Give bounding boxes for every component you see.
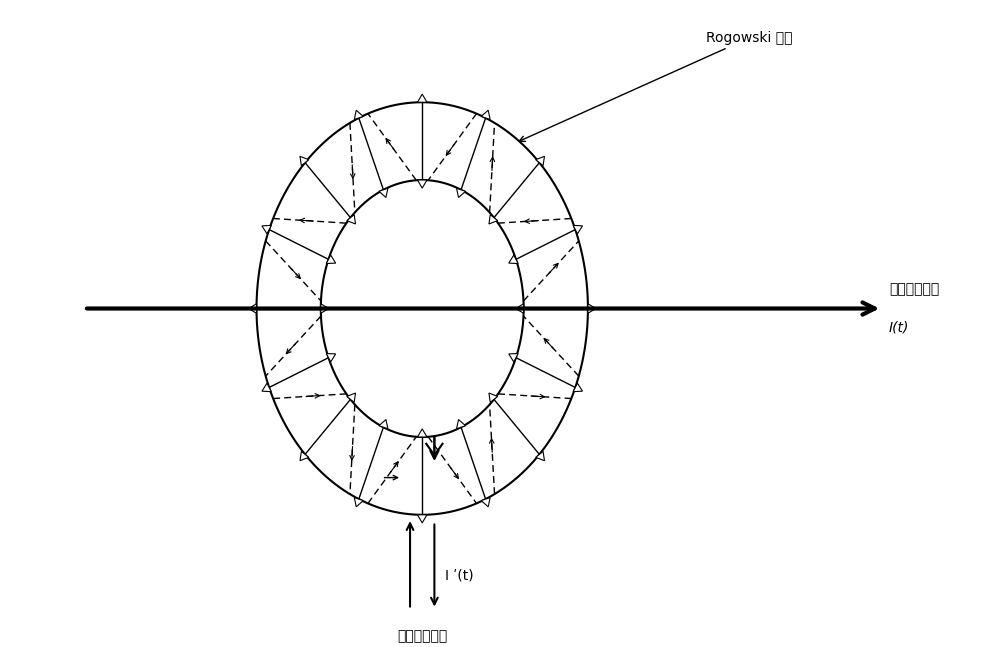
Polygon shape: [417, 515, 427, 523]
Polygon shape: [516, 304, 524, 313]
Polygon shape: [457, 419, 466, 429]
Text: I(t): I(t): [889, 320, 909, 334]
Polygon shape: [509, 255, 518, 263]
Polygon shape: [300, 157, 309, 166]
Text: 测量信号电流: 测量信号电流: [397, 630, 447, 644]
Polygon shape: [326, 353, 336, 362]
Polygon shape: [457, 188, 466, 197]
Polygon shape: [509, 353, 518, 362]
Polygon shape: [262, 225, 271, 234]
Polygon shape: [489, 215, 498, 224]
Polygon shape: [262, 383, 271, 391]
Text: I ʹ(t): I ʹ(t): [445, 569, 473, 583]
Polygon shape: [417, 180, 427, 188]
Polygon shape: [326, 255, 336, 263]
Polygon shape: [321, 304, 329, 313]
Polygon shape: [300, 452, 309, 461]
Polygon shape: [489, 393, 498, 402]
Polygon shape: [573, 225, 583, 234]
Text: Rogowski 线圈: Rogowski 线圈: [519, 31, 793, 142]
Polygon shape: [379, 419, 388, 429]
Polygon shape: [417, 429, 427, 437]
Polygon shape: [379, 188, 388, 197]
Polygon shape: [248, 304, 257, 313]
Polygon shape: [417, 94, 427, 102]
Polygon shape: [347, 215, 356, 224]
Text: 被测电流脉冲: 被测电流脉冲: [889, 283, 939, 296]
Polygon shape: [536, 157, 544, 166]
Polygon shape: [588, 304, 596, 313]
Polygon shape: [573, 383, 583, 391]
Polygon shape: [536, 452, 544, 461]
Polygon shape: [481, 110, 490, 120]
Polygon shape: [347, 393, 356, 402]
Polygon shape: [481, 498, 490, 507]
Polygon shape: [354, 498, 363, 507]
Polygon shape: [354, 110, 363, 120]
